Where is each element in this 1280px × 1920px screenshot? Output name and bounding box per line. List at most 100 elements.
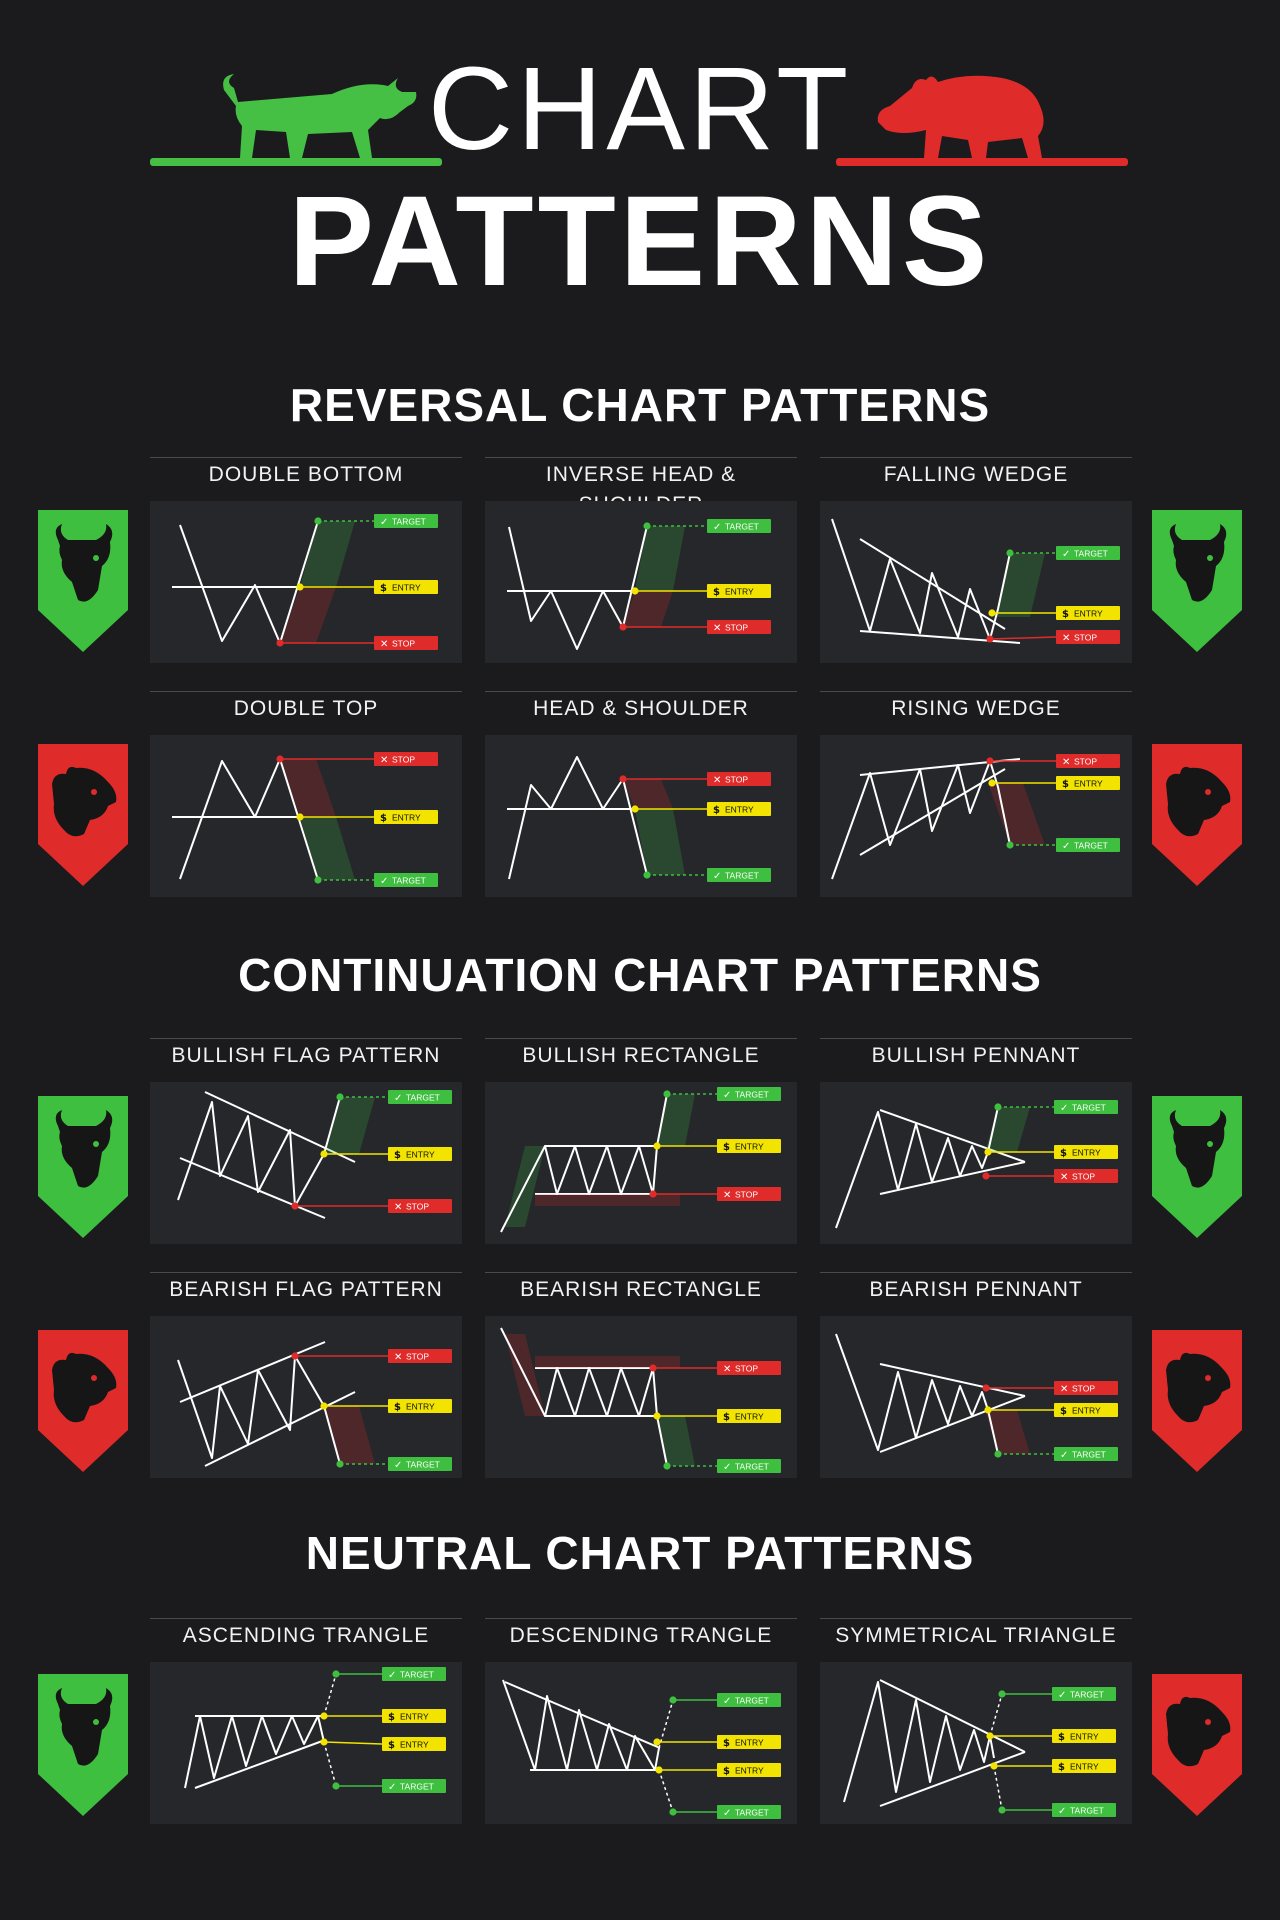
entry-label: ENTRY (400, 1712, 429, 1722)
entry-dot (986, 1732, 994, 1740)
target-icon: ✓ (723, 1808, 731, 1819)
projection-band (635, 526, 685, 591)
target-label-box (1054, 1100, 1118, 1114)
stop-label: STOP (1074, 757, 1097, 767)
price-line (500, 1093, 668, 1233)
entry-dot (320, 1712, 328, 1720)
price-line (508, 525, 648, 650)
target-projection (323, 1741, 337, 1787)
pattern-diagram: ✕ STOP $ ENTRY ✓ TARGET (177, 1341, 452, 1471)
target-projection (993, 1765, 1003, 1811)
stop-dot (649, 1190, 657, 1198)
entry-label-box (1052, 1759, 1116, 1773)
entry-icon: $ (394, 1402, 401, 1413)
bull-icon (38, 1674, 128, 1816)
target-projection (658, 1699, 674, 1749)
price-line (831, 760, 1011, 880)
entry-label: ENTRY (1070, 1762, 1099, 1772)
price-line (843, 1681, 995, 1803)
pennant-lower (879, 1395, 1026, 1453)
target-label: TARGET (735, 1090, 769, 1100)
panel-bullish-flag: ✓ TARGET $ ENTRY ✕ STOP (150, 1082, 462, 1244)
pattern-diagram: ✕ STOP $ ENTRY ✓ TARGET (507, 756, 771, 882)
pattern-title-head-shoulder: HEAD & SHOULDER (485, 691, 797, 724)
bearish-badge (1152, 1330, 1242, 1477)
panel-rising-wedge: ✕ STOP $ ENTRY ✓ TARGET (820, 735, 1132, 897)
panel-inverse-head-shoulder: ✓ TARGET $ ENTRY ✕ STOP (485, 501, 797, 663)
entry-dot (655, 1766, 663, 1774)
stop-dot (986, 635, 994, 643)
pattern-title-symmetrical-triangle: SYMMETRICAL TRIANGLE (820, 1618, 1132, 1651)
price-line (835, 1106, 999, 1229)
bear-eye (91, 1375, 97, 1381)
entry-label: ENTRY (406, 1402, 435, 1412)
entry-dot (653, 1738, 661, 1746)
stop-dot (982, 1384, 990, 1392)
section-heading-continuation: CONTINUATION CHART PATTERNS (238, 949, 1042, 1001)
target-dot (314, 517, 322, 525)
stop-zone (535, 1194, 680, 1206)
price-line (502, 1679, 660, 1771)
panel-descending-triangle: ✓ TARGET $ ENTRY $ ENTRY ✓ TARGET (485, 1662, 797, 1824)
target-label: TARGET (1070, 1806, 1104, 1816)
panel-double-top: ✕ STOP $ ENTRY ✓ TARGET (150, 735, 462, 897)
entry-label-box (382, 1709, 446, 1723)
target-label-box (717, 1693, 781, 1707)
target-label-box (374, 514, 438, 528)
bull-eye (1207, 1141, 1213, 1147)
flag-lower (179, 1157, 326, 1219)
entry-label-box (374, 580, 438, 594)
target-label-box (1054, 1447, 1118, 1461)
target-projection (658, 1769, 674, 1813)
bull-head (1169, 1110, 1227, 1188)
entry-label-box (1054, 1403, 1118, 1417)
flag-upper (179, 1341, 326, 1403)
entry-dot (320, 1402, 328, 1410)
target-label: TARGET (406, 1460, 440, 1470)
target-icon: ✓ (388, 1782, 396, 1793)
stop-label-box (388, 1349, 452, 1363)
stop-label: STOP (392, 639, 415, 649)
stop-label-box (1054, 1169, 1118, 1183)
stop-label-box (707, 620, 771, 634)
target-icon: ✓ (723, 1090, 731, 1101)
bear-eye (1205, 789, 1211, 795)
target-label: TARGET (725, 522, 759, 532)
pennant-lower (879, 1161, 1026, 1195)
target-icon: ✓ (394, 1093, 402, 1104)
projection-band (280, 759, 336, 817)
pattern-diagram: ✕ STOP $ ENTRY ✓ TARGET (500, 1327, 781, 1473)
bull-eye (93, 1719, 99, 1725)
entry-dot (988, 609, 996, 617)
bear-head (1166, 1352, 1231, 1423)
entry-dot (631, 587, 639, 595)
target-dot (669, 1696, 677, 1704)
pattern-title-double-bottom: DOUBLE BOTTOM (150, 457, 462, 490)
target-icon: ✓ (1062, 549, 1070, 560)
entry-dot (984, 1148, 992, 1156)
target-dot (994, 1103, 1002, 1111)
target-dot (314, 876, 322, 884)
entry-icon: $ (1058, 1732, 1065, 1743)
target-dot (643, 522, 651, 530)
bull-icon (38, 510, 128, 652)
target-label-box (374, 873, 438, 887)
stop-icon: ✕ (380, 755, 388, 766)
panel-double-bottom: ✓ TARGET $ ENTRY ✕ STOP (150, 501, 462, 663)
bullish-badge (38, 1674, 128, 1821)
panel-bullish-rectangle: ✓ TARGET $ ENTRY ✕ STOP (485, 1082, 797, 1244)
target-label-box (1056, 838, 1120, 852)
stop-label: STOP (406, 1202, 429, 1212)
stop-dot (986, 757, 994, 765)
entry-label: ENTRY (392, 813, 421, 823)
stop-dot (291, 1352, 299, 1360)
entry-icon: $ (723, 1766, 730, 1777)
projection-band (657, 1416, 695, 1466)
entry-label-box (717, 1735, 781, 1749)
entry-dot (296, 813, 304, 821)
stop-label: STOP (1072, 1172, 1095, 1182)
stop-guide-line (989, 636, 1057, 640)
entry-icon: $ (723, 1412, 730, 1423)
section-heading-neutral: NEUTRAL CHART PATTERNS (305, 1527, 975, 1579)
entry-label-box (1056, 776, 1120, 790)
